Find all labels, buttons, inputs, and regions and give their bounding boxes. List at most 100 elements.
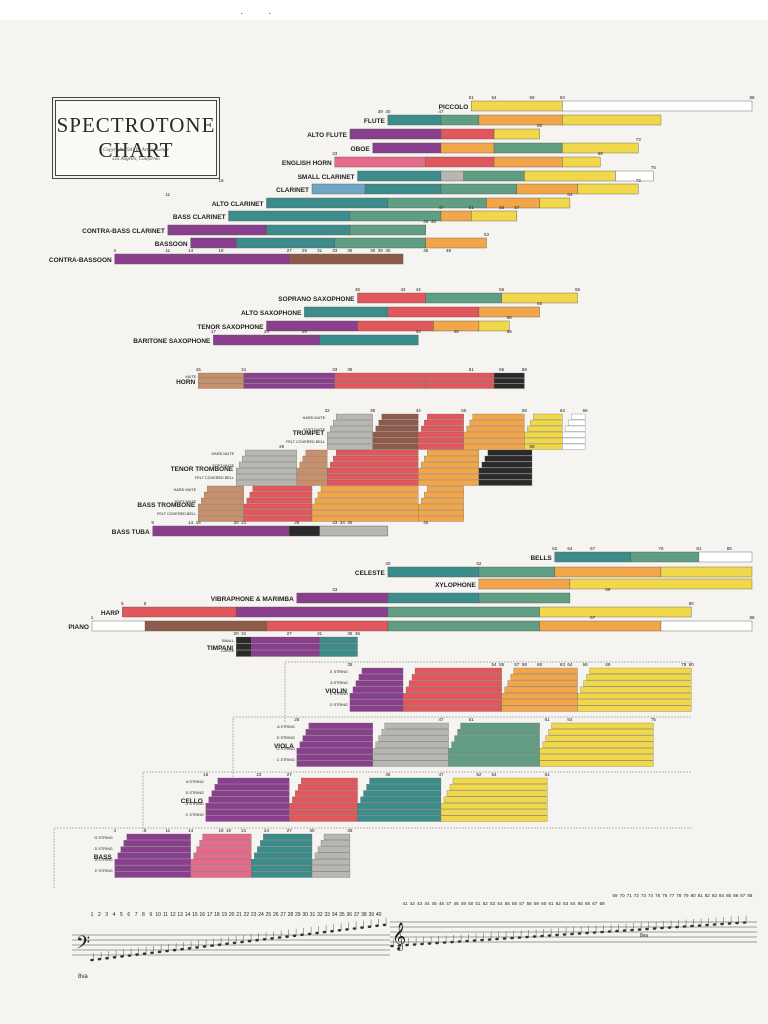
bar-segment xyxy=(238,461,297,468)
note-head xyxy=(450,940,454,944)
bar-segment xyxy=(311,515,419,522)
bar-segment xyxy=(478,578,571,590)
pitch-number: 36 xyxy=(346,912,352,918)
bar-segment xyxy=(241,455,297,462)
tick-label: 60 xyxy=(537,662,543,667)
tick-label: 51 xyxy=(469,367,475,372)
bar-segment xyxy=(539,760,654,767)
bar-segment xyxy=(418,467,480,474)
note-head xyxy=(667,926,672,929)
bar-segment xyxy=(217,777,290,784)
note-head xyxy=(285,935,289,938)
bar-segment xyxy=(589,667,692,674)
bar-segment xyxy=(448,754,540,761)
sub-label: D STRING xyxy=(277,736,295,740)
bar-segment xyxy=(333,419,373,426)
tick-label: 40 xyxy=(385,561,391,566)
note-head xyxy=(315,931,319,935)
bar-segment xyxy=(545,735,654,742)
tick-label: 62 xyxy=(552,546,558,551)
tick-label: 67 xyxy=(590,615,596,620)
note-head xyxy=(247,939,252,943)
tick-label: 18 xyxy=(218,248,224,253)
pitch-number: 57 xyxy=(519,901,525,906)
bar-segment xyxy=(372,747,449,755)
bar-segment xyxy=(387,566,480,578)
bar-segment xyxy=(334,383,426,389)
pitch-number: 44 xyxy=(424,901,430,906)
pitch-number: 85 xyxy=(726,893,732,898)
bar-segment xyxy=(580,686,692,693)
bar-segment xyxy=(334,372,426,378)
pitch-number: 18 xyxy=(214,912,220,918)
note-head xyxy=(555,933,559,937)
bar-segment xyxy=(513,667,578,674)
pitch-number: 2 xyxy=(98,912,101,918)
note-head xyxy=(562,933,567,936)
note-head xyxy=(292,934,297,937)
bar-segment xyxy=(554,551,631,563)
note-head xyxy=(240,940,244,944)
pitch-number: 45 xyxy=(432,901,438,906)
bar-segment xyxy=(299,741,373,748)
pitch-number: 15 xyxy=(192,912,198,918)
sub-label: A STRING xyxy=(277,725,295,729)
bar-segment xyxy=(421,497,464,504)
pitch-number: 35 xyxy=(339,912,345,918)
bar-segment xyxy=(207,485,244,492)
bar-segment xyxy=(504,686,578,693)
bar-segment xyxy=(448,760,540,767)
pitch-number: 76 xyxy=(662,893,668,898)
tick-label: 54 xyxy=(492,95,498,100)
bar-segment xyxy=(91,620,146,632)
tick-label: 33 xyxy=(332,151,338,156)
bar-segment xyxy=(305,729,373,736)
note-head xyxy=(690,924,694,928)
tick-label: 27 xyxy=(287,772,293,777)
tick-label: 35 xyxy=(347,631,353,636)
note-head xyxy=(345,928,349,931)
bar-segment xyxy=(205,815,290,822)
tick-label: 51 xyxy=(469,717,475,722)
tick-label: 88 xyxy=(749,615,755,620)
pitch-number: 50 xyxy=(468,901,474,906)
note-head xyxy=(112,956,117,959)
bar-segment xyxy=(487,449,533,456)
bar-segment xyxy=(333,455,419,462)
tick-label: 59 xyxy=(529,444,535,449)
note-head xyxy=(435,941,439,945)
instrument-label: VIOLA xyxy=(274,743,294,750)
bar-segment xyxy=(660,566,753,578)
pitch-number: 73 xyxy=(641,893,647,898)
note-head xyxy=(390,944,394,948)
tick-label: 40 xyxy=(385,772,391,777)
bar-segment xyxy=(214,784,290,791)
bar-segment xyxy=(493,142,563,154)
pitch-number: 84 xyxy=(719,893,725,898)
bar-segment xyxy=(317,846,351,853)
bar-segment xyxy=(243,509,313,516)
tick-label: 45 xyxy=(423,248,429,253)
note-head xyxy=(675,925,679,929)
instrument-label: ALTO SAXOPHONE xyxy=(241,310,302,317)
bar-segment xyxy=(198,503,244,510)
tick-label: 44 xyxy=(416,287,422,292)
bar-segment xyxy=(295,790,358,797)
bar-segment xyxy=(384,722,449,729)
note-head xyxy=(645,927,649,931)
bar-segment xyxy=(364,183,442,195)
octave-marking: 8va xyxy=(78,974,88,980)
tick-label: 24 xyxy=(264,329,270,334)
pitch-number: 20 xyxy=(229,912,235,918)
note-head xyxy=(135,953,139,956)
pitch-number: 52 xyxy=(483,901,489,906)
pitch-number: 67 xyxy=(592,901,598,906)
note-head xyxy=(330,929,334,933)
bar-segment xyxy=(190,237,237,249)
bar-segment xyxy=(198,509,244,516)
bar-segment xyxy=(486,197,540,209)
bar-segment xyxy=(204,491,244,498)
instrument-label: BARITONE SAXOPHONE xyxy=(133,338,211,345)
tick-label: 56 xyxy=(507,329,513,334)
tick-label: 34 xyxy=(340,520,346,525)
